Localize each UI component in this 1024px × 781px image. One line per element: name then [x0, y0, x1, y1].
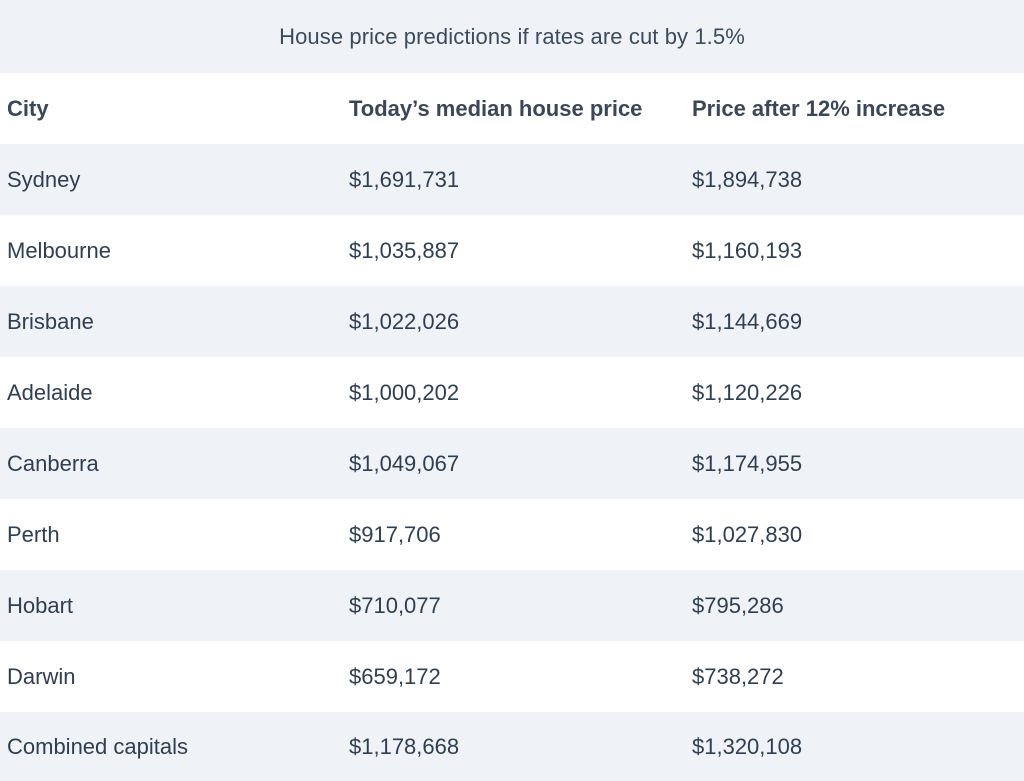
cell-city: Canberra: [7, 450, 99, 476]
table-row: Darwin $659,172 $738,272: [0, 641, 1024, 712]
cell-today-price: $917,706: [349, 521, 441, 547]
header-price-after: Price after 12% increase: [692, 95, 946, 121]
cell-price-after: $1,174,955: [692, 450, 803, 476]
cell-city: Melbourne: [7, 237, 111, 263]
cell-today-price: $1,000,202: [349, 379, 460, 405]
cell-city: Darwin: [7, 663, 76, 689]
cell-city: Brisbane: [7, 308, 94, 334]
cell-today-price: $1,178,668: [349, 733, 460, 759]
cell-today-price: $1,691,731: [349, 166, 460, 192]
cell-today-price: $659,172: [349, 663, 441, 689]
cell-price-after: $1,144,669: [692, 308, 803, 334]
table-row: Brisbane $1,022,026 $1,144,669: [0, 286, 1024, 357]
cell-price-after: $1,160,193: [692, 237, 803, 263]
cell-price-after: $1,120,226: [692, 379, 803, 405]
cell-price-after: $1,320,108: [692, 733, 803, 759]
cell-city: Combined capitals: [7, 733, 188, 759]
table-row: Sydney $1,691,731 $1,894,738: [0, 144, 1024, 215]
header-city: City: [7, 95, 49, 121]
header-today-price: Today’s median house price: [349, 95, 643, 121]
cell-today-price: $1,035,887: [349, 237, 460, 263]
table-caption: House price predictions if rates are cut…: [0, 0, 1024, 73]
table-row: Hobart $710,077 $795,286: [0, 570, 1024, 641]
cell-price-after: $1,894,738: [692, 166, 803, 192]
cell-city: Adelaide: [7, 379, 93, 405]
cell-today-price: $1,049,067: [349, 450, 460, 476]
cell-price-after: $738,272: [692, 663, 784, 689]
table-row: Canberra $1,049,067 $1,174,955: [0, 428, 1024, 499]
table-header-row: City Today’s median house price Price af…: [0, 73, 1024, 144]
cell-price-after: $795,286: [692, 592, 784, 618]
table-row: Combined capitals $1,178,668 $1,320,108: [0, 712, 1024, 781]
table-row: Perth $917,706 $1,027,830: [0, 499, 1024, 570]
cell-city: Sydney: [7, 166, 81, 192]
cell-city: Perth: [7, 521, 60, 547]
cell-today-price: $710,077: [349, 592, 441, 618]
cell-today-price: $1,022,026: [349, 308, 460, 334]
cell-price-after: $1,027,830: [692, 521, 803, 547]
table-row: Adelaide $1,000,202 $1,120,226: [0, 357, 1024, 428]
table-row: Melbourne $1,035,887 $1,160,193: [0, 215, 1024, 286]
cell-city: Hobart: [7, 592, 74, 618]
